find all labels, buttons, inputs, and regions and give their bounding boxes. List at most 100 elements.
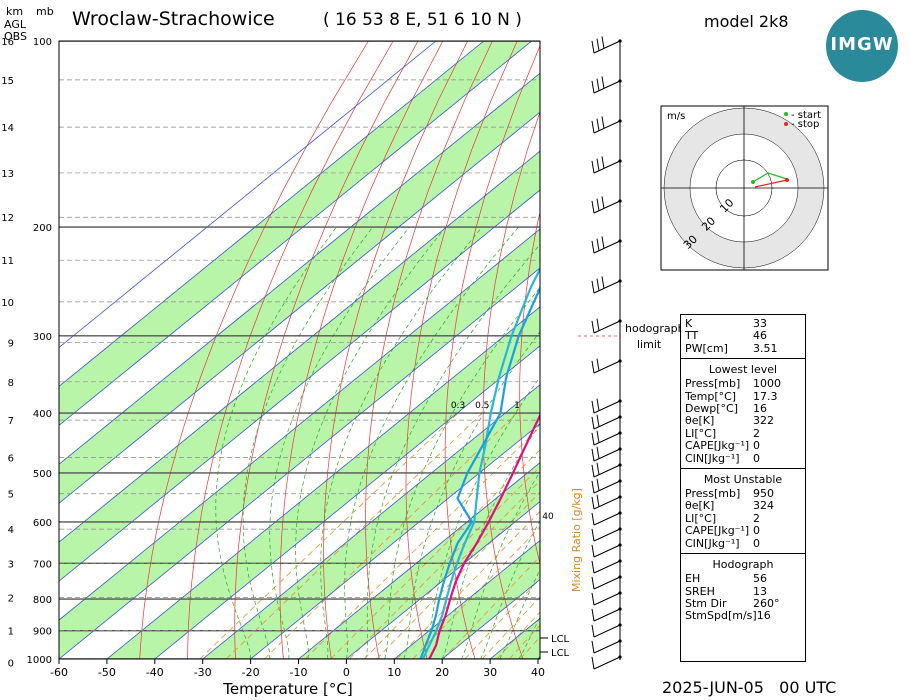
isotherm-line	[394, 540, 540, 659]
wind-barb-feather	[596, 158, 600, 171]
mixing-ratio-tick-label: 1	[514, 401, 520, 411]
wind-barb-shaft	[593, 240, 621, 254]
hodograph-index-label: Stm Dir	[685, 596, 727, 610]
isotherm-line	[59, 41, 485, 387]
model-label: model 2k8	[704, 12, 789, 31]
most-unstable-row: CIN[Jkg⁻¹] 0	[681, 537, 805, 550]
lcl-label: LCL	[551, 648, 570, 659]
height-tick-label: 1	[8, 626, 14, 637]
lowest-level-row: Temp[°C] 17.3	[681, 390, 805, 403]
wind-barb-feather	[591, 528, 595, 542]
mixing-ratio-line	[199, 412, 459, 659]
pressure-tick-label: 400	[33, 409, 52, 420]
wind-barb-shaft	[593, 120, 621, 134]
wind-barb	[591, 446, 621, 462]
plot-area	[59, 41, 910, 659]
hodograph-trace	[752, 172, 788, 183]
hodograph-legend-start: - start	[791, 110, 821, 121]
index-row: K 33	[681, 317, 805, 330]
hodograph-storm-vector	[754, 179, 788, 188]
index-row: PW[cm] 3.51	[681, 341, 805, 355]
wind-barb-shaft	[593, 640, 621, 654]
height-tick-label: 7	[8, 416, 14, 427]
wind-barb-shaft	[593, 80, 621, 94]
wind-barb-shaft	[593, 480, 621, 494]
index-label: K	[685, 317, 693, 330]
wind-barb-feather	[591, 360, 595, 374]
wind-barb-shaft	[593, 416, 621, 430]
wind-barb-feather	[596, 38, 600, 51]
wind-barb	[591, 276, 621, 294]
index-value: 3.51	[753, 341, 778, 355]
x-tick-label: -40	[146, 666, 164, 679]
most-unstable-label: CAPE[Jkg⁻¹]	[685, 524, 750, 538]
height-tick-label: 4	[8, 525, 14, 536]
wind-barb-feather	[596, 238, 600, 251]
height-tick-label: 14	[1, 123, 14, 134]
lowest-level-value: 0	[753, 451, 760, 465]
lowest-level-label: Dewp[°C]	[685, 402, 738, 416]
x-tick-label: -20	[242, 666, 260, 679]
logo-text: IMGW	[830, 34, 894, 55]
index-value: 46	[753, 329, 767, 343]
hodograph-limit-label: limit	[637, 338, 662, 351]
most-unstable-value: 950	[753, 487, 774, 501]
wind-barb	[591, 640, 621, 654]
wind-barb-feather	[591, 416, 595, 430]
wind-barb	[591, 592, 621, 606]
wind-barb-shaft	[593, 160, 621, 174]
dry-adiabat	[365, 41, 493, 659]
wind-barb-feather	[591, 512, 595, 526]
hodograph-limit-label: hodograph	[625, 322, 685, 335]
wind-barb-shaft	[593, 432, 621, 446]
wind-barb-feather	[591, 80, 595, 94]
x-tick-label: 20	[435, 666, 449, 679]
wind-barb-feather	[596, 414, 600, 427]
hodograph-index-label: SREH	[685, 584, 715, 598]
wind-barb-feather	[591, 448, 595, 462]
isotherm-line	[59, 72, 540, 465]
isotherm-line	[346, 501, 540, 659]
isotherm-band	[59, 73, 540, 504]
wind-barb-feather	[601, 76, 605, 89]
x-axis-label: Temperature [°C]	[222, 680, 352, 698]
wind-barb-feather	[596, 446, 600, 459]
hodograph-index-label: StmSpd[m/s]	[685, 609, 757, 623]
most-unstable-value: 324	[753, 499, 774, 513]
index-label: TT	[685, 329, 699, 343]
wind-barb-shaft	[593, 624, 621, 638]
x-tick-label: 40	[531, 666, 545, 679]
wind-barb	[591, 358, 621, 374]
wind-barb-feather	[596, 430, 600, 443]
wind-barb-feather	[591, 120, 595, 134]
wind-barb	[591, 196, 621, 214]
wind-barb	[591, 478, 621, 494]
height-tick-label: 11	[1, 256, 14, 267]
wind-barb-shaft	[593, 544, 621, 558]
indices-hodograph: EH 56 SREH 13 Stm Dir 260° StmSpd[m/s] 16	[681, 572, 805, 623]
wind-barb	[591, 116, 621, 134]
mixing-ratio-tick-label: 0.3	[451, 401, 465, 411]
isotherm-line	[59, 111, 540, 504]
pressure-tick-label: 800	[33, 595, 52, 606]
wind-barb-feather	[601, 236, 605, 249]
wind-barb-feather	[591, 592, 595, 606]
height-tick-label: 8	[8, 378, 14, 389]
wind-barb-shaft	[593, 464, 621, 478]
profile-line-1	[422, 266, 540, 659]
lowest-level-label: CAPE[Jkg⁻¹]	[685, 439, 750, 453]
indices-most-unstable: Press[mb] 950 θe[K] 324 LI[°C] 2 CAPE[Jkg⁻¹] 0 C…	[681, 487, 805, 550]
wind-barb-feather	[591, 560, 595, 574]
hodograph-index-value: 56	[753, 572, 767, 586]
lowest-level-label: CIN[Jkg⁻¹]	[685, 451, 740, 465]
wind-barb	[591, 318, 621, 334]
dry-adiabat	[834, 41, 910, 659]
lowest-level-row: CIN[Jkg⁻¹] 0	[681, 451, 805, 465]
mixing-ratio-tick-label: 40	[542, 512, 554, 522]
wind-barb-shaft	[593, 40, 621, 54]
lowest-level-row: CAPE[Jkg⁻¹] 0	[681, 439, 805, 453]
wind-barb	[591, 624, 621, 638]
wind-barb-feather	[596, 318, 600, 331]
